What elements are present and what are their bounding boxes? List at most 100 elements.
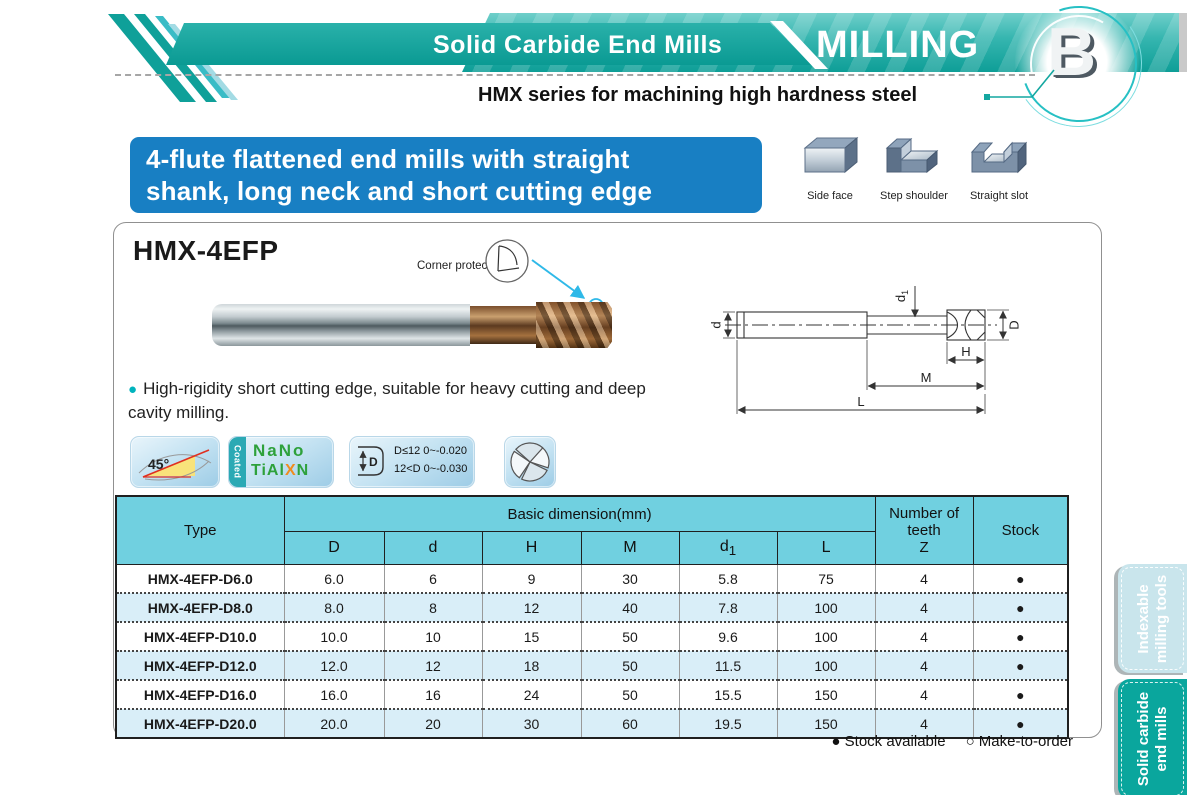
cell-d: 12 — [384, 651, 483, 681]
tolerance-diameter-icon: D — [358, 446, 384, 476]
cell-teeth: 4 — [875, 651, 974, 681]
cell-stock: ● — [973, 622, 1069, 652]
table-row: HMX-4EFP-D20.0 20.0 20 30 60 19.5 150 4 … — [116, 709, 1069, 738]
cell-d1: 9.6 — [679, 622, 778, 652]
family-title-line1: 4-flute flattened end mills with straigh… — [146, 144, 630, 174]
cell-H: 24 — [482, 680, 582, 710]
section-badge-glow — [1015, 0, 1139, 124]
col-d1-main: d — [719, 537, 729, 555]
legend-order-label: Make-to-order — [978, 733, 1073, 750]
cell-M: 50 — [581, 622, 680, 652]
series-subtitle: HMX series for machining high hardness s… — [478, 84, 918, 106]
corner-protection-detail-icon — [485, 239, 529, 283]
col-M: M — [580, 531, 680, 565]
legend-make-to-order: ○ Make-to-order — [966, 733, 1073, 750]
tab-text: Solid carbide end mills — [1135, 692, 1171, 786]
col-H: H — [481, 531, 582, 565]
cell-H: 9 — [482, 564, 582, 594]
cell-D: 8.0 — [284, 593, 385, 623]
col-number-of-teeth: Number of teeth Z — [874, 495, 974, 565]
cell-d1: 7.8 — [679, 593, 778, 623]
legend-stock-label: Stock available — [844, 733, 946, 750]
dim-label-d1: d — [893, 295, 908, 302]
cell-d1: 19.5 — [679, 709, 778, 738]
col-teeth-z: Z — [919, 539, 929, 557]
table-row: HMX-4EFP-D16.0 16.0 16 24 50 15.5 150 4 … — [116, 680, 1069, 710]
tab-line2: milling tools — [1152, 574, 1170, 663]
cell-L: 100 — [777, 651, 876, 681]
endmill-neck-photo — [470, 306, 536, 344]
banner-section-title: MILLING — [816, 24, 980, 66]
cell-type: HMX-4EFP-D16.0 — [116, 680, 285, 710]
tolerance-badge: D D≤12 0~-0.020 12<D 0~-0.030 — [349, 436, 475, 488]
application-straight-slot: Straight slot — [962, 128, 1036, 202]
cell-D: 20.0 — [284, 709, 385, 738]
stock-legend: ● Stock available ○ Make-to-order — [828, 733, 1073, 750]
straight-slot-icon — [970, 141, 1028, 174]
cell-stock: ● — [973, 709, 1069, 738]
coated-label: Coated — [232, 445, 243, 479]
helix-angle-badge: 45° — [130, 436, 220, 488]
helix-angle-value: 45° — [148, 456, 169, 472]
family-title-line2: shank, long neck and short cutting edge — [146, 175, 653, 206]
tab-text: Indexable milling tools — [1135, 574, 1171, 662]
corner-protection-label: Corner protection — [417, 260, 506, 272]
cell-H: 12 — [482, 593, 582, 623]
application-label: Step shoulder — [880, 190, 948, 202]
cell-M: 60 — [581, 709, 680, 738]
coating-part-a: TiAl — [251, 462, 285, 479]
cell-D: 6.0 — [284, 564, 385, 594]
cell-type: HMX-4EFP-D8.0 — [116, 593, 285, 623]
banner-dark-band — [166, 23, 812, 65]
cell-L: 75 — [777, 564, 876, 594]
cell-d1: 11.5 — [679, 651, 778, 681]
cell-D: 12.0 — [284, 651, 385, 681]
coated-strip: Coated — [229, 437, 246, 487]
cell-M: 50 — [581, 680, 680, 710]
coating-name-line2: TiAlXN — [251, 462, 309, 480]
cell-type: HMX-4EFP-D20.0 — [116, 709, 285, 738]
section-letter-badge: B — [1047, 14, 1097, 90]
header-divider — [115, 74, 1035, 76]
cell-L: 150 — [777, 709, 876, 738]
cell-d: 10 — [384, 622, 483, 652]
cell-H: 15 — [482, 622, 582, 652]
col-d1: d1 — [678, 531, 778, 565]
application-side-face: Side face — [793, 128, 867, 202]
dim-label-L: L — [857, 394, 864, 409]
side-face-icon — [803, 136, 859, 174]
application-label: Side face — [807, 190, 853, 202]
cell-stock: ● — [973, 593, 1069, 623]
cell-L: 150 — [777, 680, 876, 710]
cell-M: 40 — [581, 593, 680, 623]
product-family-banner: 4-flute flattened end mills with straigh… — [130, 137, 762, 213]
col-stock: Stock — [972, 495, 1069, 565]
endmill-shank-photo — [212, 304, 470, 346]
coating-badge: Coated NaNo TiAlXN — [228, 436, 334, 488]
table-row: HMX-4EFP-D8.0 8.0 8 12 40 7.8 100 4 ● — [116, 593, 1069, 623]
table-row: HMX-4EFP-D10.0 10.0 10 15 50 9.6 100 4 ● — [116, 622, 1069, 652]
side-tab-solid-carbide-end-mills: Solid carbide end mills — [1118, 679, 1187, 795]
side-tab-indexable-milling-tools: Indexable milling tools — [1118, 564, 1187, 673]
page-edge-strip — [1179, 13, 1187, 72]
tolerance-line1: D≤12 0~-0.020 — [394, 445, 468, 457]
cell-D: 16.0 — [284, 680, 385, 710]
col-d1-sub: 1 — [728, 543, 737, 559]
col-L: L — [776, 531, 876, 565]
application-step-shoulder: Step shoulder — [877, 128, 951, 202]
cell-d: 8 — [384, 593, 483, 623]
col-basic-dimension: Basic dimension(mm) — [283, 495, 876, 532]
feature-paragraph: ● High-rigidity short cutting edge, suita… — [128, 377, 663, 425]
cell-teeth: 4 — [875, 564, 974, 594]
col-teeth-label: Number of teeth — [889, 504, 960, 539]
dimension-drawing: d d1 D H M L — [708, 286, 1021, 414]
tab-line1: Indexable — [1134, 583, 1152, 654]
cell-stock: ● — [973, 680, 1069, 710]
bullet-icon: ● — [128, 381, 138, 398]
coating-name-line1: NaNo — [253, 441, 306, 460]
cell-type: HMX-4EFP-D12.0 — [116, 651, 285, 681]
dim-label-H: H — [961, 344, 970, 359]
col-d: d — [383, 531, 483, 565]
dimension-table: Type Basic dimension(mm) Number of teeth… — [115, 495, 1070, 739]
